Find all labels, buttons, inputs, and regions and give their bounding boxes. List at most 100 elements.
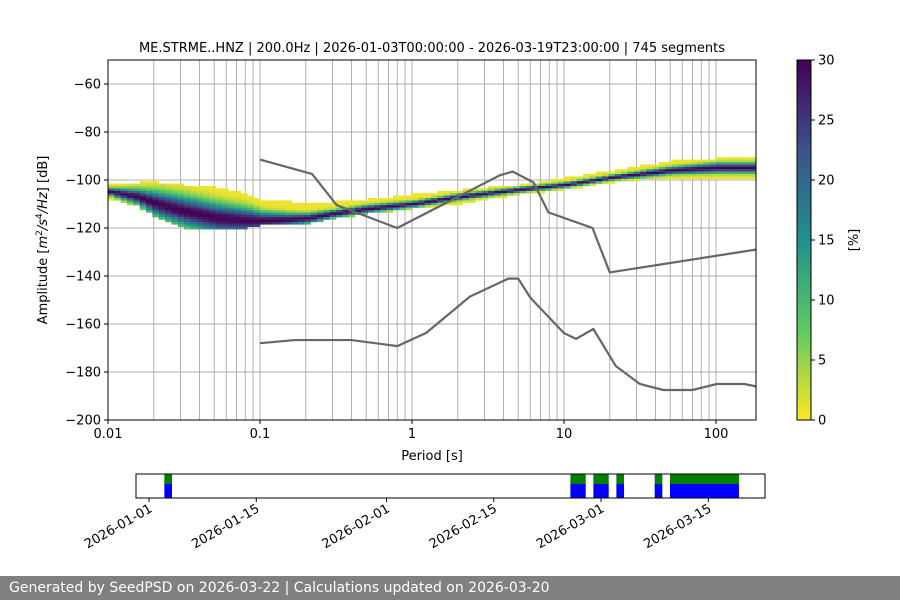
psd-cell [374, 205, 381, 208]
psd-cell [716, 176, 723, 179]
psd-cell [754, 171, 756, 175]
coverage-processed-bar [570, 474, 586, 484]
psd-cell [272, 222, 280, 225]
x-tick-label: 10 [556, 427, 573, 442]
psd-cell [152, 205, 159, 208]
psd-cell [443, 202, 451, 206]
coverage-available-bar [669, 484, 739, 498]
psd-cell [722, 174, 729, 177]
y-axis-label: Amplitude [m2/s4/Hz] [dB] [35, 156, 51, 325]
psd-cell [481, 195, 489, 199]
psd-cell [298, 212, 305, 215]
psd-cell [234, 217, 242, 220]
psd-cell [583, 183, 590, 187]
psd-cell [228, 207, 235, 211]
psd-cell [614, 171, 622, 175]
psd-cell [500, 190, 508, 194]
psd-cell [184, 214, 191, 218]
psd-cell [165, 195, 172, 199]
psd-cell [709, 176, 717, 179]
psd-cell [361, 207, 368, 211]
psd-cell [234, 193, 242, 196]
psd-cell [165, 219, 172, 223]
psd-cell [234, 200, 242, 203]
psd-cell [462, 200, 470, 203]
psd-cell [146, 202, 153, 206]
psd-cell [469, 195, 476, 199]
psd-cell [690, 176, 698, 179]
psd-cell [576, 176, 584, 179]
psd-cell [386, 205, 394, 208]
psd-cell [342, 214, 349, 218]
psd-cell [443, 195, 451, 199]
psd-cell [671, 176, 679, 179]
psd-cell [196, 214, 204, 218]
psd-cell [203, 226, 210, 230]
psd-cell [190, 214, 197, 218]
psd-cell [190, 190, 197, 194]
psd-cell [215, 202, 223, 206]
psd-cell [133, 186, 140, 189]
psd-cell [741, 169, 748, 172]
psd-cell [551, 186, 558, 189]
psd-cell [640, 166, 647, 170]
psd-cell [184, 207, 191, 211]
psd-cell [177, 186, 185, 189]
psd-cell [735, 176, 742, 179]
psd-cell [728, 176, 736, 179]
psd-cell [177, 207, 185, 211]
psd-cell [576, 183, 584, 187]
psd-cell [234, 214, 242, 218]
psd-cell [260, 222, 267, 225]
psd-cell [184, 210, 191, 213]
psd-cell [494, 186, 501, 189]
psd-cell [152, 198, 159, 201]
psd-cell [190, 224, 197, 227]
psd-cell [697, 166, 704, 170]
psd-cell [158, 190, 166, 194]
psd-cell [754, 169, 756, 172]
psd-cell [722, 164, 729, 167]
psd-cell [728, 159, 736, 163]
psd-cell [361, 210, 368, 213]
psd-cell [253, 205, 261, 208]
psd-cell [475, 190, 482, 194]
psd-cell [678, 166, 685, 170]
psd-cell [222, 193, 229, 196]
psd-cell [690, 174, 698, 177]
psd-cell [196, 202, 204, 206]
psd-cell [158, 200, 166, 203]
psd-cell [538, 190, 546, 194]
y-tick-label: −180 [65, 366, 101, 381]
psd-cell [196, 219, 204, 223]
psd-cell [234, 202, 242, 206]
psd-cell [355, 205, 362, 208]
psd-cell [735, 169, 742, 172]
psd-cell [431, 200, 438, 203]
psd-cell [678, 169, 685, 172]
psd-cell [146, 190, 153, 194]
psd-cell [608, 174, 615, 177]
psd-cell [728, 169, 736, 172]
psd-cell [171, 214, 178, 218]
psd-cell [716, 166, 723, 170]
psd-cell [253, 198, 261, 201]
psd-cell [728, 174, 736, 177]
psd-cell [165, 212, 172, 215]
psd-cell [405, 205, 413, 208]
psd-cell [298, 222, 305, 225]
psd-cell [405, 200, 413, 203]
psd-cell [722, 166, 729, 170]
psd-cell [146, 195, 153, 199]
psd-cell [120, 186, 128, 189]
psd-cell [139, 205, 147, 208]
psd-cell [602, 176, 609, 179]
psd-cell [728, 162, 736, 165]
psd-cell [583, 178, 590, 182]
psd-cell [697, 174, 704, 177]
psd-cell [329, 205, 337, 208]
psd-cell [266, 205, 273, 208]
psd-cell [329, 214, 337, 218]
psd-cell [697, 176, 704, 179]
psd-cell [494, 193, 501, 196]
